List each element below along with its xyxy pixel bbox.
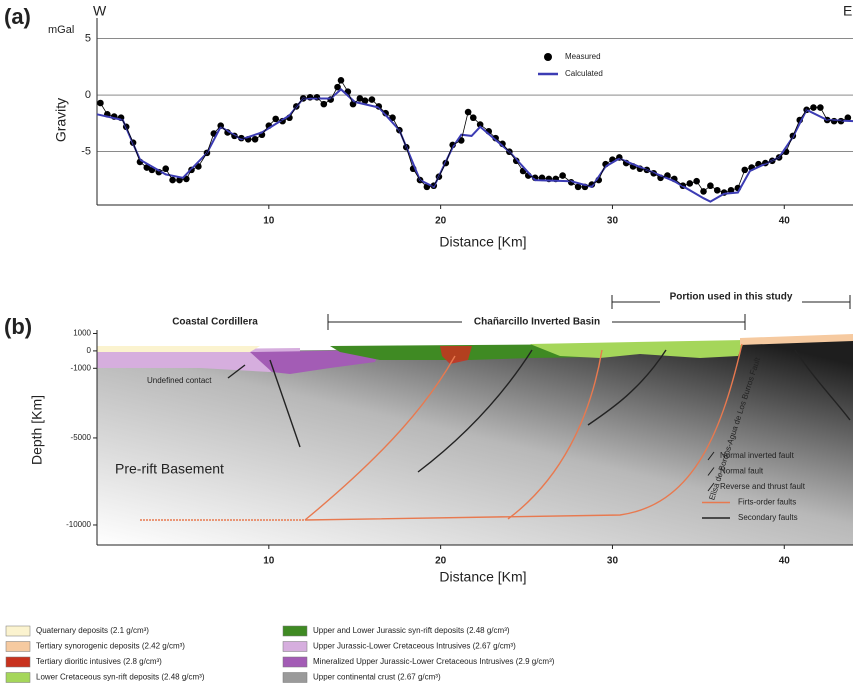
y-tick-label: -10000 <box>66 520 91 529</box>
annotation: Pre-rift Basement <box>115 461 224 477</box>
panel-label: (b) <box>4 314 32 339</box>
y-tick-label: 0 <box>85 89 91 101</box>
y-axis-label: Depth [Km] <box>29 395 45 465</box>
measured-trace <box>100 80 847 192</box>
unit-swatch <box>6 673 30 683</box>
x-tick-label: 40 <box>779 216 791 227</box>
unit-legend-label: Upper and Lower Jurassic syn-rift deposi… <box>313 626 510 635</box>
quaternary-unit <box>97 346 260 352</box>
annotation: Chañarcillo Inverted Basin <box>474 317 600 328</box>
x-tick-label: 10 <box>263 216 275 227</box>
y-axis-label: Gravity <box>53 98 69 142</box>
fault-legend-label: Normal fault <box>720 467 764 476</box>
y-unit: mGal <box>48 24 74 36</box>
unit-swatch <box>283 657 307 667</box>
y-tick-label: -1000 <box>71 363 92 372</box>
page: {"chart_data": [ {"type": "scatter", "pa… <box>0 0 853 694</box>
unit-legend-label: Tertiary dioritic intusives (2.8 g/cm³) <box>36 657 162 666</box>
unit-swatch <box>283 673 307 683</box>
unit-swatch <box>6 642 30 652</box>
unit-legend-label: Quaternary deposits (2.1 g/cm³) <box>36 626 149 635</box>
y-tick-label: 0 <box>87 346 92 355</box>
fault-legend-label: Reverse and thrust fault <box>720 482 806 491</box>
x-tick-label: 30 <box>607 216 619 227</box>
unit-swatch <box>6 626 30 636</box>
y-tick-label: 1000 <box>73 329 91 338</box>
legend-label: Measured <box>565 52 601 61</box>
unit-legend-label: Lower Cretaceous syn-rift deposits (2.48… <box>36 673 205 682</box>
unit-legend-label: Upper continental crust (2.67 g/cm³) <box>313 673 441 682</box>
x-tick-label: 10 <box>263 556 275 567</box>
unit-swatch <box>6 657 30 667</box>
y-tick-label: -5 <box>81 146 91 158</box>
x-axis-label: Distance [Km] <box>439 234 526 250</box>
calculated-line <box>97 89 853 201</box>
legend-marker <box>544 53 552 61</box>
unit-legend-label: Tertiary synorogenic deposits (2.42 g/cm… <box>36 642 185 651</box>
annotation: Portion used in this study <box>670 292 793 303</box>
fault-legend-label: Normal inverted fault <box>720 451 795 460</box>
x-axis-label: Distance [Km] <box>439 569 526 585</box>
x-tick-label: 40 <box>779 556 791 567</box>
unit-legend-label: Mineralized Upper Jurassic-Lower Cretace… <box>313 657 555 666</box>
west-label: W <box>93 3 107 19</box>
unit-legend-label: Upper Jurassic-Lower Cretaceous Intrusiv… <box>313 642 516 651</box>
unit-swatch <box>283 642 307 652</box>
fault-legend-label: Secondary faults <box>738 513 798 522</box>
x-tick-label: 20 <box>435 556 447 567</box>
figure: 1020304050-5(a)mGalWEGravityDistance [Km… <box>0 0 853 694</box>
unit-swatch <box>283 626 307 636</box>
fault-legend-label: Firts-order faults <box>738 498 796 507</box>
east-label: E <box>843 3 852 19</box>
x-tick-label: 30 <box>607 556 619 567</box>
y-tick-label: -5000 <box>71 433 92 442</box>
annotation: Undefined contact <box>147 376 212 385</box>
y-tick-label: 5 <box>85 32 91 44</box>
panel-label: (a) <box>4 4 31 29</box>
x-tick-label: 20 <box>435 216 447 227</box>
legend-label: Calculated <box>565 69 603 78</box>
annotation: Coastal Cordillera <box>172 317 258 328</box>
